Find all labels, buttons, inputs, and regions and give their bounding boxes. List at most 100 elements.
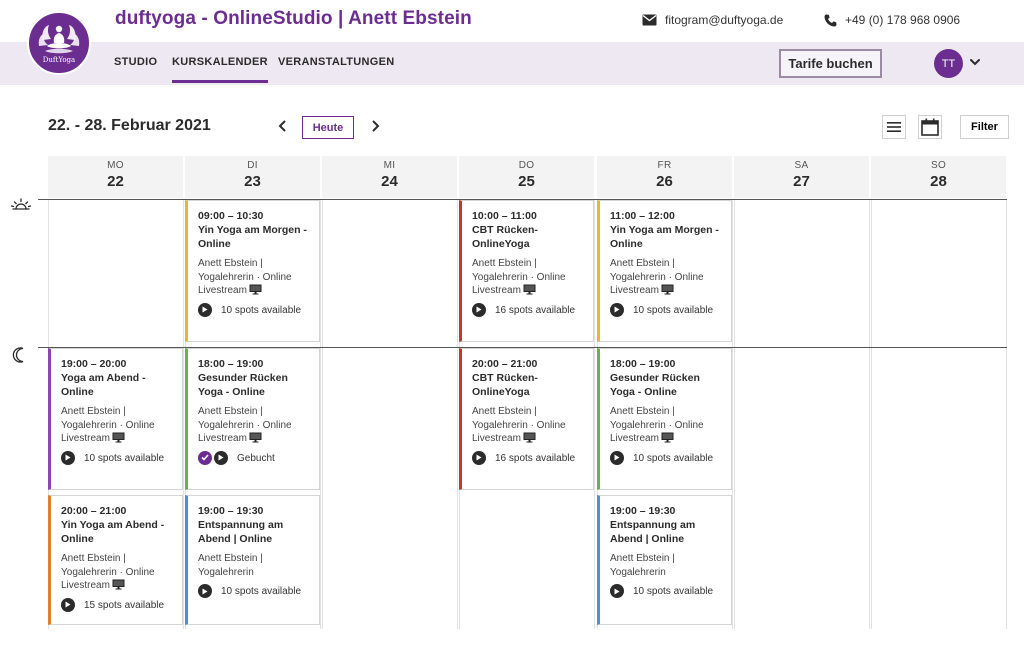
next-week-button[interactable]: [367, 118, 383, 134]
chevron-down-icon[interactable]: [969, 56, 981, 68]
monitor-icon: [523, 432, 536, 443]
day-of-week: SO: [930, 160, 947, 171]
nav-veranstaltungen[interactable]: VERANSTALTUNGEN: [278, 56, 395, 68]
class-time: 09:00 – 10:30: [198, 210, 264, 222]
class-meta: Anett Ebstein | Yogalehrerin: [198, 552, 319, 579]
class-meta: Anett Ebstein | Yogalehrerin · Online Li…: [61, 405, 182, 446]
tarife-buchen-button[interactable]: Tarife buchen: [779, 49, 882, 78]
day-of-week: SA: [794, 160, 809, 171]
class-status: 16 spots available: [472, 450, 593, 466]
class-meta: Anett Ebstein | Yogalehrerin · Online Li…: [472, 257, 593, 298]
email-text[interactable]: fitogram@duftyoga.de: [665, 13, 784, 27]
avatar[interactable]: TT: [934, 49, 963, 78]
class-card[interactable]: 20:00 – 21:00 CBT Rücken-OnlineYoga Anett …: [459, 348, 594, 490]
column-divider: [594, 199, 595, 629]
envelope-icon: [642, 14, 657, 26]
class-time: 19:00 – 19:30: [198, 505, 264, 517]
studio-logo[interactable]: DuftYoga: [27, 11, 91, 75]
column-divider: [320, 199, 321, 629]
class-card[interactable]: 18:00 – 19:00 Gesunder Rücken Yoga - Onli…: [597, 348, 732, 490]
prev-week-button[interactable]: [275, 118, 291, 134]
play-icon: [610, 584, 624, 598]
class-status-text: 10 spots available: [633, 586, 714, 597]
class-status-text: 15 spots available: [84, 599, 165, 611]
class-time: 10:00 – 11:00: [472, 210, 537, 222]
phone-text[interactable]: +49 (0) 178 968 0906: [845, 13, 961, 27]
class-meta: Anett Ebstein | Yogalehrerin · Online Li…: [198, 405, 319, 446]
monitor-icon: [112, 432, 125, 443]
chevron-right-icon: [372, 120, 380, 132]
moon-icon: [12, 347, 24, 363]
class-teacher: Anett Ebstein | Yogalehrerin · Online Li…: [198, 258, 292, 296]
class-card[interactable]: 19:00 – 20:00 Yoga am Abend - Online Anett…: [48, 348, 183, 490]
nav-studio[interactable]: STUDIO: [114, 56, 158, 68]
class-meta: Anett Ebstein | Yogalehrerin · Online Li…: [610, 405, 731, 446]
column-divider: [734, 199, 735, 629]
calendar-view-button[interactable]: [918, 115, 942, 139]
monitor-icon: [249, 432, 262, 443]
class-card[interactable]: 20:00 – 21:00 Yin Yoga am Abend - Online A…: [48, 495, 183, 625]
email-contact[interactable]: fitogram@duftyoga.de: [642, 13, 783, 27]
class-status-text: 10 spots available: [221, 586, 302, 597]
monitor-icon: [249, 284, 262, 295]
lotus-yoga-icon: [38, 25, 80, 54]
class-card[interactable]: 11:00 – 12:00 Yin Yoga am Morgen - Online…: [597, 200, 732, 342]
today-button[interactable]: Heute: [302, 116, 354, 139]
monitor-icon: [661, 432, 674, 443]
class-teacher: Anett Ebstein | Yogalehrerin · Online Li…: [472, 406, 566, 444]
chevron-left-icon: [278, 120, 286, 132]
play-icon: [198, 584, 212, 598]
day-of-week: MO: [107, 160, 124, 171]
class-teacher: Anett Ebstein | Yogalehrerin · Online Li…: [610, 406, 704, 444]
class-time: 19:00 – 19:30: [610, 505, 676, 517]
class-card[interactable]: 18:00 – 19:00 Gesunder Rücken Yoga - Onli…: [185, 348, 320, 490]
class-status-text: 10 spots available: [221, 304, 302, 316]
class-title: Entspannung am Abend | Online: [610, 519, 696, 545]
phone-contact[interactable]: +49 (0) 178 968 0906: [824, 13, 960, 27]
class-meta: Anett Ebstein | Yogalehrerin · Online Li…: [198, 257, 319, 298]
class-card[interactable]: 10:00 – 11:00 CBT Rücken-OnlineYoga Anett …: [459, 200, 594, 342]
class-title: Gesunder Rücken Yoga - Online: [610, 372, 700, 398]
class-status-text: 10 spots available: [633, 452, 714, 464]
class-title: Gesunder Rücken Yoga - Online: [198, 372, 288, 398]
calendar-icon: [921, 118, 939, 136]
column-divider: [322, 199, 323, 629]
play-icon: [214, 450, 228, 465]
play-icon: [61, 450, 75, 465]
week-title: 22. - 28. Februar 2021: [48, 117, 211, 134]
class-title: CBT Rücken-OnlineYoga: [472, 224, 538, 250]
class-status: 10 spots available: [610, 302, 731, 318]
class-meta: Anett Ebstein | Yogalehrerin · Online Li…: [61, 552, 182, 593]
day-header: MI 24: [322, 156, 457, 198]
nav-kurskalender[interactable]: KURSKALENDER: [172, 56, 268, 83]
class-status: 15 spots available: [61, 597, 182, 613]
class-teacher: Anett Ebstein | Yogalehrerin: [610, 553, 675, 578]
class-meta: Anett Ebstein | Yogalehrerin · Online Li…: [472, 405, 593, 446]
class-title: Yin Yoga am Abend - Online: [61, 519, 165, 545]
class-card[interactable]: 19:00 – 19:30 Entspannung am Abend | Onli…: [185, 495, 320, 625]
play-icon: [472, 450, 486, 465]
day-number: 22: [107, 173, 124, 190]
class-status-text: 10 spots available: [633, 304, 714, 316]
day-number: 23: [244, 173, 261, 190]
play-icon: [610, 302, 624, 317]
evening-separator: [38, 346, 1007, 348]
column-divider: [869, 199, 870, 629]
monitor-icon: [661, 284, 674, 295]
filter-button[interactable]: Filter: [960, 115, 1009, 139]
class-status: 10 spots available: [198, 584, 319, 599]
top-bar: [0, 0, 1024, 42]
class-card[interactable]: 09:00 – 10:30 Yin Yoga am Morgen - Online…: [185, 200, 320, 342]
day-number: 26: [656, 173, 673, 190]
class-card[interactable]: 19:00 – 19:30 Entspannung am Abend | Onli…: [597, 495, 732, 625]
class-status: 10 spots available: [610, 584, 731, 599]
day-of-week: DO: [518, 160, 535, 171]
class-status: Gebucht: [198, 450, 319, 466]
day-of-week: MI: [383, 160, 396, 171]
class-meta: Anett Ebstein | Yogalehrerin: [610, 552, 731, 579]
class-time: 20:00 – 21:00: [472, 358, 538, 370]
list-view-button[interactable]: [882, 115, 906, 139]
play-icon: [61, 597, 75, 612]
day-of-week: DI: [247, 160, 258, 171]
class-status-text: Gebucht: [237, 452, 275, 464]
